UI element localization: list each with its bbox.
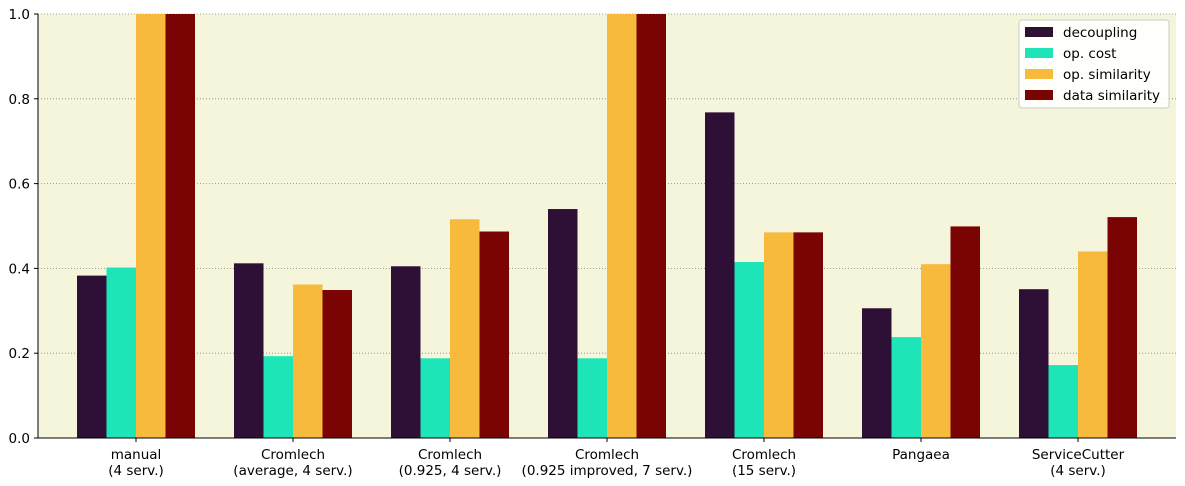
- legend-label: data similarity: [1063, 88, 1160, 104]
- grid-lines: [38, 13, 1176, 354]
- bar-decoupling-1: [234, 263, 264, 438]
- x-tick-label: Pangaea: [892, 447, 950, 463]
- x-tick-label: Cromlech (0.925 improved, 7 serv.): [522, 447, 693, 479]
- bar-op-cost-1: [263, 356, 293, 438]
- legend-swatch: [1025, 27, 1053, 37]
- legend-label: op. cost: [1063, 46, 1116, 62]
- legend-swatch: [1025, 90, 1053, 100]
- bar-op-cost-0: [106, 267, 136, 438]
- bar-data-similarity-3: [636, 14, 666, 438]
- bars: [77, 14, 1137, 439]
- bar-data-similarity-5: [950, 226, 980, 438]
- bar-decoupling-2: [391, 266, 421, 438]
- bar-op-similarity-6: [1078, 251, 1108, 438]
- y-tick-label: 0.2: [9, 346, 30, 362]
- y-axis-ticks: 0.0 0.2 0.4 0.6 0.8 1.0: [9, 7, 38, 447]
- y-tick-label: 0.8: [9, 92, 30, 108]
- bar-data-similarity-2: [479, 231, 509, 438]
- legend-swatch: [1025, 48, 1053, 58]
- bar-op-cost-3: [577, 358, 607, 438]
- bar-op-similarity-3: [607, 14, 637, 438]
- bar-op-cost-2: [420, 358, 450, 438]
- bar-op-similarity-1: [293, 284, 323, 438]
- bar-data-similarity-1: [322, 290, 352, 438]
- legend-label: decoupling: [1063, 25, 1137, 41]
- bar-decoupling-6: [1019, 289, 1049, 438]
- legend-box: [1018, 19, 1170, 109]
- bar-data-similarity-4: [793, 232, 823, 438]
- bar-decoupling-5: [862, 308, 892, 438]
- legend: decoupling op. cost op. similarity data sim…: [1018, 19, 1170, 109]
- y-tick-label: 1.0: [9, 7, 30, 23]
- y-tick-label: 0.0: [9, 431, 30, 447]
- legend-label: op. similarity: [1063, 67, 1151, 83]
- bar-decoupling-4: [705, 112, 735, 439]
- bar-data-similarity-0: [165, 14, 195, 438]
- x-axis-ticks: manual (4 serv.) Cromlech (average, 4 serv.…: [108, 438, 1125, 479]
- x-tick-label: manual (4 serv.): [108, 447, 164, 479]
- bar-op-similarity-0: [136, 14, 166, 438]
- bar-op-similarity-5: [921, 264, 951, 438]
- x-tick-label: Cromlech (0.925, 4 serv.): [399, 447, 502, 479]
- x-tick-label: Cromlech (15 serv.): [732, 447, 796, 479]
- bar-data-similarity-6: [1107, 217, 1137, 438]
- y-tick-label: 0.4: [9, 261, 30, 277]
- x-tick-label: Cromlech (average, 4 serv.): [233, 447, 352, 479]
- bar-op-cost-6: [1048, 365, 1078, 438]
- bar-op-cost-4: [734, 262, 764, 438]
- bar-op-similarity-4: [764, 232, 794, 438]
- bar-op-cost-5: [891, 337, 921, 438]
- y-tick-label: 0.6: [9, 177, 30, 193]
- bar-op-similarity-2: [450, 219, 480, 438]
- legend-swatch: [1025, 69, 1053, 79]
- x-tick-label: ServiceCutter (4 serv.): [1032, 447, 1125, 479]
- bar-decoupling-3: [548, 209, 578, 438]
- bar-decoupling-0: [77, 275, 107, 438]
